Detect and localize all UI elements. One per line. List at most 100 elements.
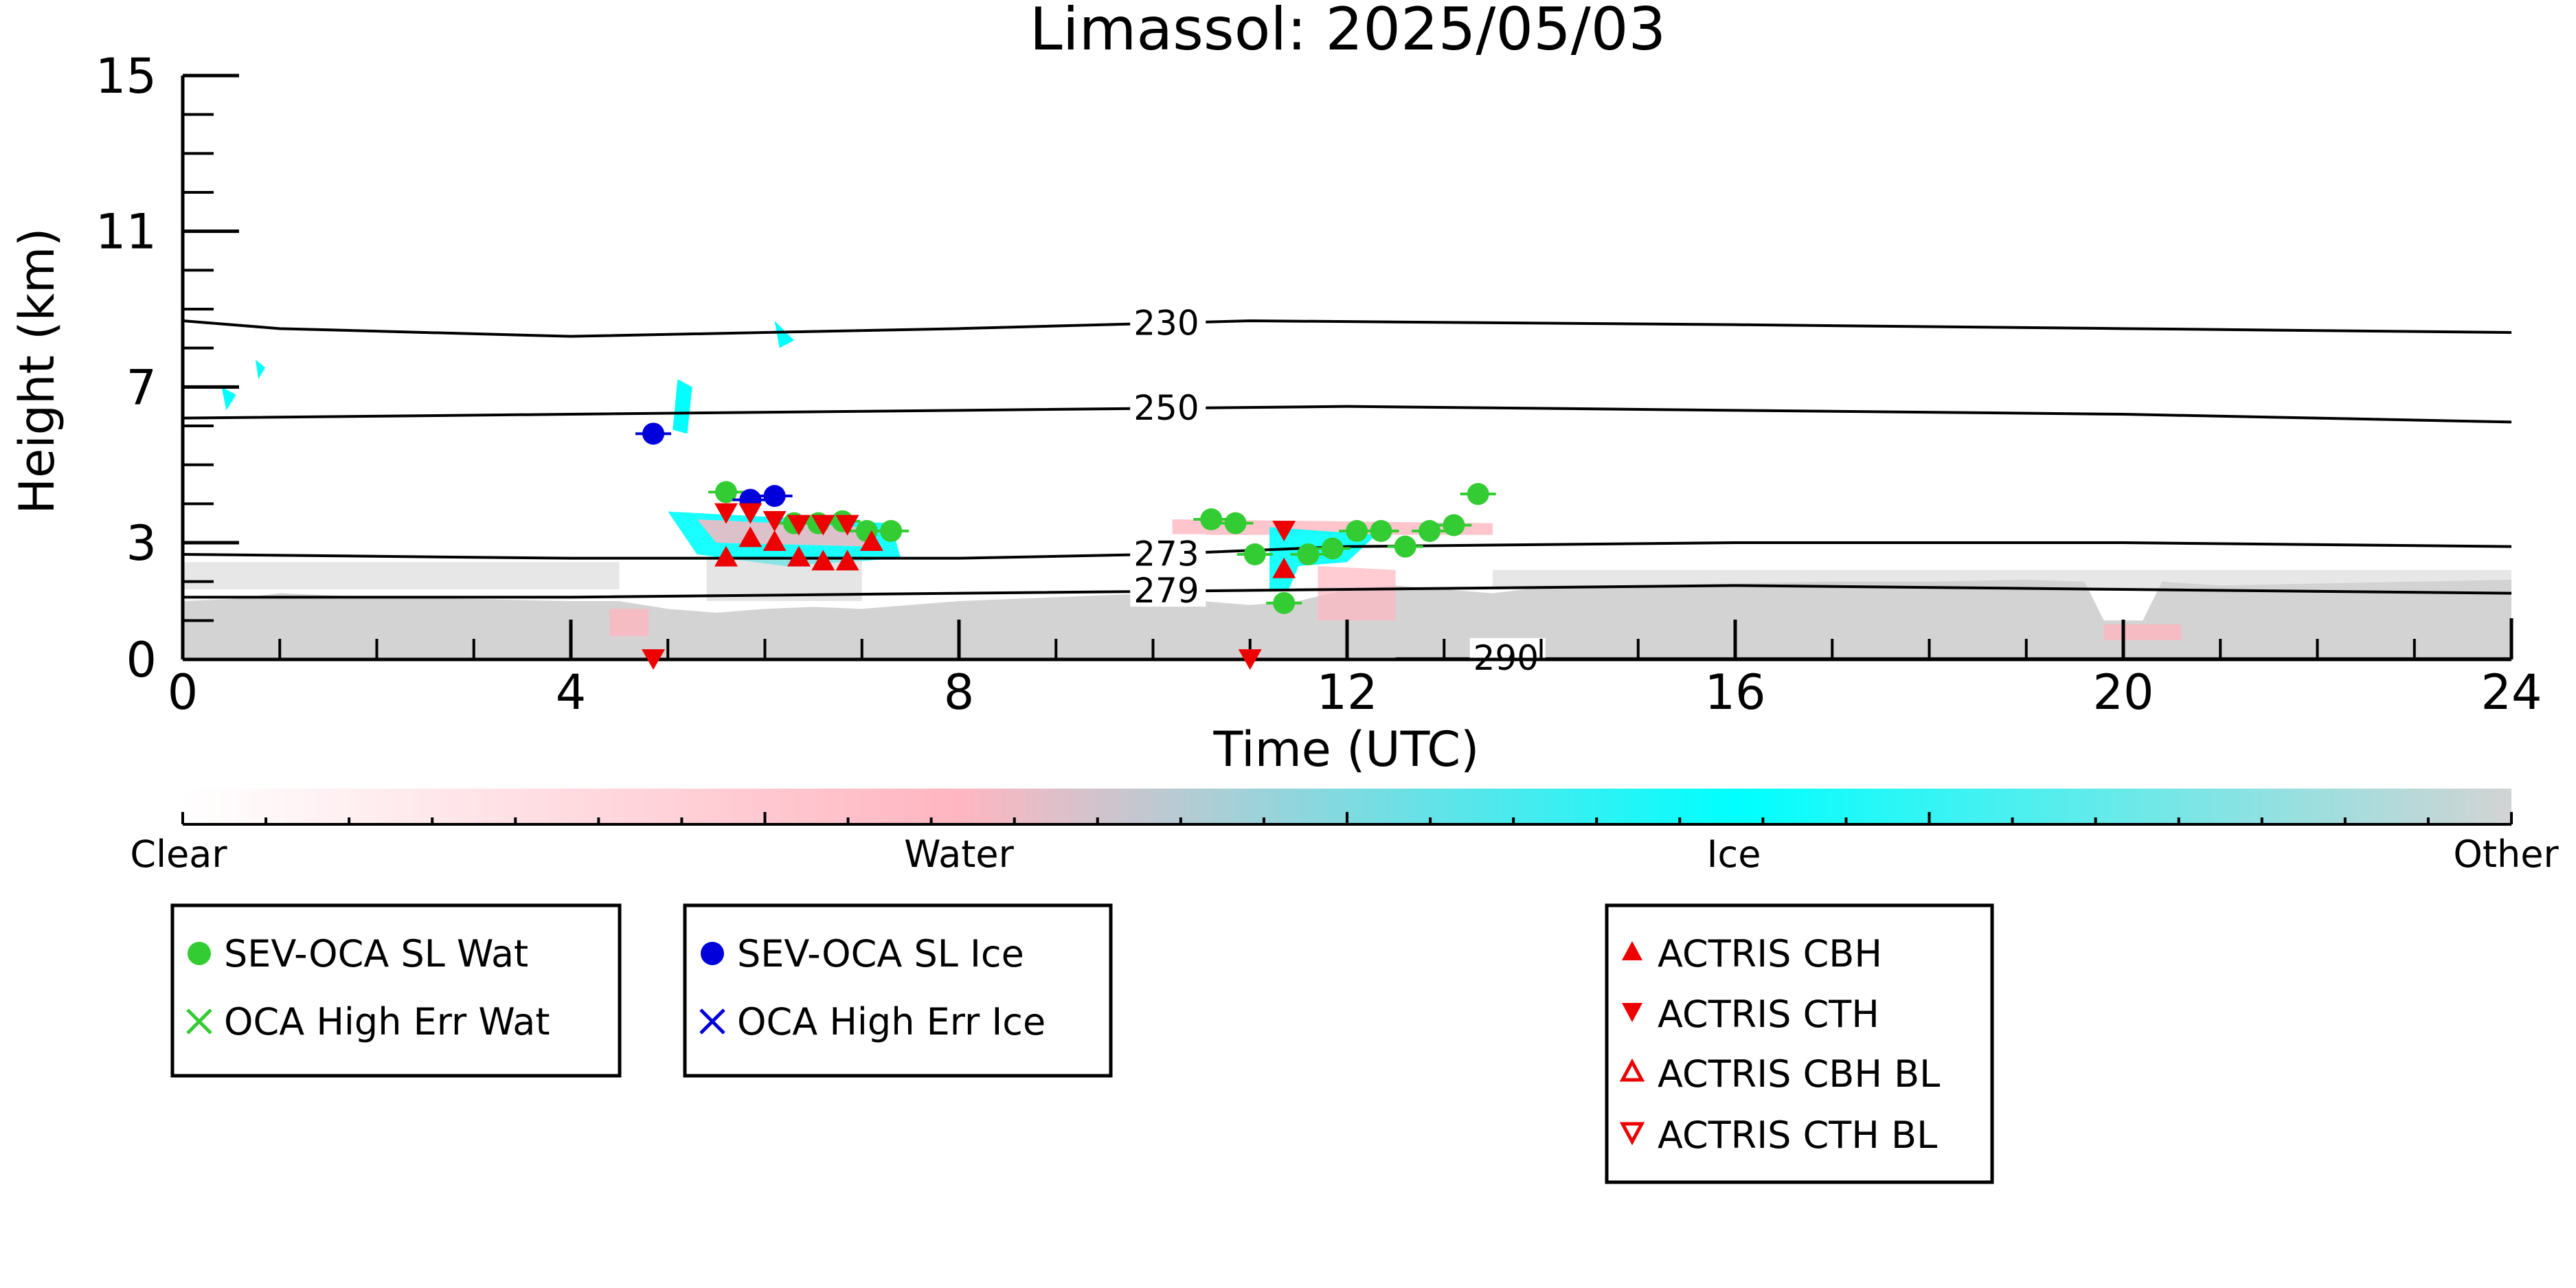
marker-actris-cth-1: [714, 503, 738, 524]
marker-sev-oca-sl-wat-13: [1363, 520, 1399, 542]
x-tick-label-12: 12: [1316, 664, 1377, 721]
legend-label-actris-cth-bl: ACTRIS CTH BL: [1658, 1114, 1937, 1157]
colorbar-label-water: Water: [904, 833, 1014, 876]
contour-label-250: 250: [1133, 388, 1199, 428]
marker-sev-oca-sl-wat-10-dot: [1297, 543, 1320, 565]
marker-sev-oca-sl-wat-16: [1436, 514, 1472, 536]
x-tick-label-16: 16: [1704, 664, 1765, 721]
mask-ice-high-3: [221, 387, 236, 411]
contour-line-279: [183, 584, 2512, 599]
contour-line-230: [182, 319, 2512, 338]
legend-marker-oca-high-err-wat: [186, 1008, 212, 1035]
colorbar-label-ice: Ice: [1707, 833, 1761, 876]
marker-sev-oca-sl-ice-0: [635, 422, 672, 445]
marker-sev-oca-sl-ice-2: [756, 485, 793, 507]
marker-sev-oca-sl-wat-9: [1266, 591, 1302, 614]
mask-other-speckle-left: [183, 562, 620, 589]
x-axis-label: Time (UTC): [1213, 721, 1480, 778]
marker-sev-oca-sl-wat-13-dot: [1370, 520, 1392, 542]
marker-actris-cbh-3: [787, 545, 811, 567]
marker-actris-cth-4: [787, 515, 811, 536]
marker-actris-cbh-5: [835, 550, 859, 571]
legend-label-actris-cth: ACTRIS CTH: [1658, 993, 1879, 1036]
mask-water-low-2: [2103, 624, 2182, 640]
marker-actris-cbh-6: [859, 530, 883, 551]
contour-line-250: [182, 405, 2512, 424]
marker-actris-cth-3: [762, 511, 787, 532]
marker-sev-oca-sl-wat-6-dot: [1200, 508, 1223, 530]
marker-sev-oca-sl-wat-9-dot: [1273, 591, 1296, 614]
marker-sev-oca-sl-wat-14-dot: [1394, 535, 1416, 558]
mask-water-low-1: [609, 609, 648, 636]
contour-label-279: 279: [1133, 571, 1199, 611]
x-tick-label-4: 4: [556, 664, 587, 721]
marker-actris-cth-5: [811, 515, 835, 536]
data-markers: [635, 422, 1496, 670]
marker-actris-cbh-2: [762, 530, 787, 551]
mask-ice-midday: [1269, 527, 1377, 589]
marker-sev-oca-sl-wat-17-dot: [1467, 483, 1489, 506]
y-tick-label-15: 15: [95, 48, 157, 104]
cloud-mask-layer: [183, 321, 2511, 659]
y-tick-label-11: 11: [95, 204, 157, 260]
marker-sev-oca-sl-wat-8-dot: [1243, 543, 1266, 565]
legend-marker-sev-oca-sl-wat: [188, 942, 211, 965]
marker-actris-cth-0: [642, 649, 666, 670]
mask-ice-high-4: [255, 359, 266, 379]
marker-sev-oca-sl-wat-17: [1460, 483, 1496, 506]
mask-ice-high-2: [774, 321, 794, 348]
legend-marker-sev-oca-sl-ice: [701, 942, 724, 965]
contour-label-230: 230: [1133, 304, 1199, 343]
marker-actris-cth-6: [835, 515, 859, 536]
y-tick-label-7: 7: [126, 359, 157, 416]
x-tick-label-24: 24: [2481, 664, 2542, 721]
legend-marker-actris-cbh-bl: [1619, 1058, 1645, 1082]
marker-actris-cth-8: [1272, 521, 1296, 542]
legend-water-box: [170, 903, 622, 1078]
legend-actris: ACTRIS CBH ACTRIS CTH ACTRIS CBH BL ACTR…: [1605, 903, 1994, 1184]
chart-title: Limassol: 2025/05/03: [1030, 0, 1666, 64]
x-tick-label-8: 8: [944, 664, 975, 721]
marker-actris-cbh-4: [811, 550, 835, 571]
colorbar-label-other: Other: [2453, 833, 2559, 876]
axes: 0 4 8 12 16 20 24 0 3 7 11 15: [95, 48, 2542, 721]
legend-label-sev-oca-sl-ice: SEV-OCA SL Ice: [737, 932, 1024, 975]
x-tick-label-20: 20: [2092, 664, 2154, 721]
marker-actris-cth-2: [738, 503, 762, 524]
marker-sev-oca-sl-wat-16-dot: [1443, 514, 1465, 536]
legend-marker-actris-cth-bl: [1619, 1122, 1645, 1146]
legend-label-sev-oca-sl-wat: SEV-OCA SL Wat: [224, 932, 528, 975]
marker-actris-cbh-0: [714, 545, 738, 567]
legend-actris-box: [1605, 903, 1994, 1184]
legend-label-actris-cbh-bl: ACTRIS CBH BL: [1658, 1052, 1940, 1096]
marker-sev-oca-sl-wat-15: [1412, 520, 1448, 542]
marker-sev-oca-sl-ice-2-dot: [763, 485, 786, 507]
legend-label-oca-high-err-wat: OCA High Err Wat: [224, 1000, 550, 1043]
marker-sev-oca-sl-wat-5-dot: [880, 520, 903, 542]
y-tick-label-3: 3: [126, 515, 157, 572]
marker-sev-oca-sl-wat-0: [708, 481, 744, 504]
contour-label-273: 273: [1133, 534, 1199, 574]
legend-marker-oca-high-err-ice: [699, 1008, 725, 1035]
contour-label-bg-279: [1130, 571, 1206, 607]
legend-label-oca-high-err-ice: OCA High Err Ice: [737, 1000, 1046, 1043]
marker-sev-oca-sl-wat-15-dot: [1419, 520, 1441, 542]
mask-ice-high-1: [673, 379, 692, 434]
contour-label-bg-230: [1130, 303, 1206, 339]
marker-sev-oca-sl-wat-11: [1314, 537, 1351, 560]
contour-label-bg-290: [1469, 637, 1546, 674]
marker-sev-oca-sl-ice-0-dot: [642, 422, 665, 445]
legend-water: SEV-OCA SL Wat OCA High Err Wat: [170, 903, 622, 1078]
legend-marker-actris-cbh: [1622, 941, 1642, 960]
colorbar-ticks: [181, 812, 2513, 824]
contour-label-bg-273: [1130, 534, 1206, 570]
marker-actris-cth-7: [1238, 649, 1262, 670]
marker-sev-oca-sl-wat-14: [1387, 535, 1423, 558]
legend-marker-actris-cth: [1622, 1003, 1642, 1022]
marker-sev-oca-sl-wat-12-dot: [1346, 520, 1368, 542]
colorbar: Clear Water Ice Other: [130, 789, 2559, 876]
legend-label-actris-cbh: ACTRIS CBH: [1658, 932, 1882, 975]
marker-sev-oca-sl-wat-10: [1290, 543, 1326, 565]
